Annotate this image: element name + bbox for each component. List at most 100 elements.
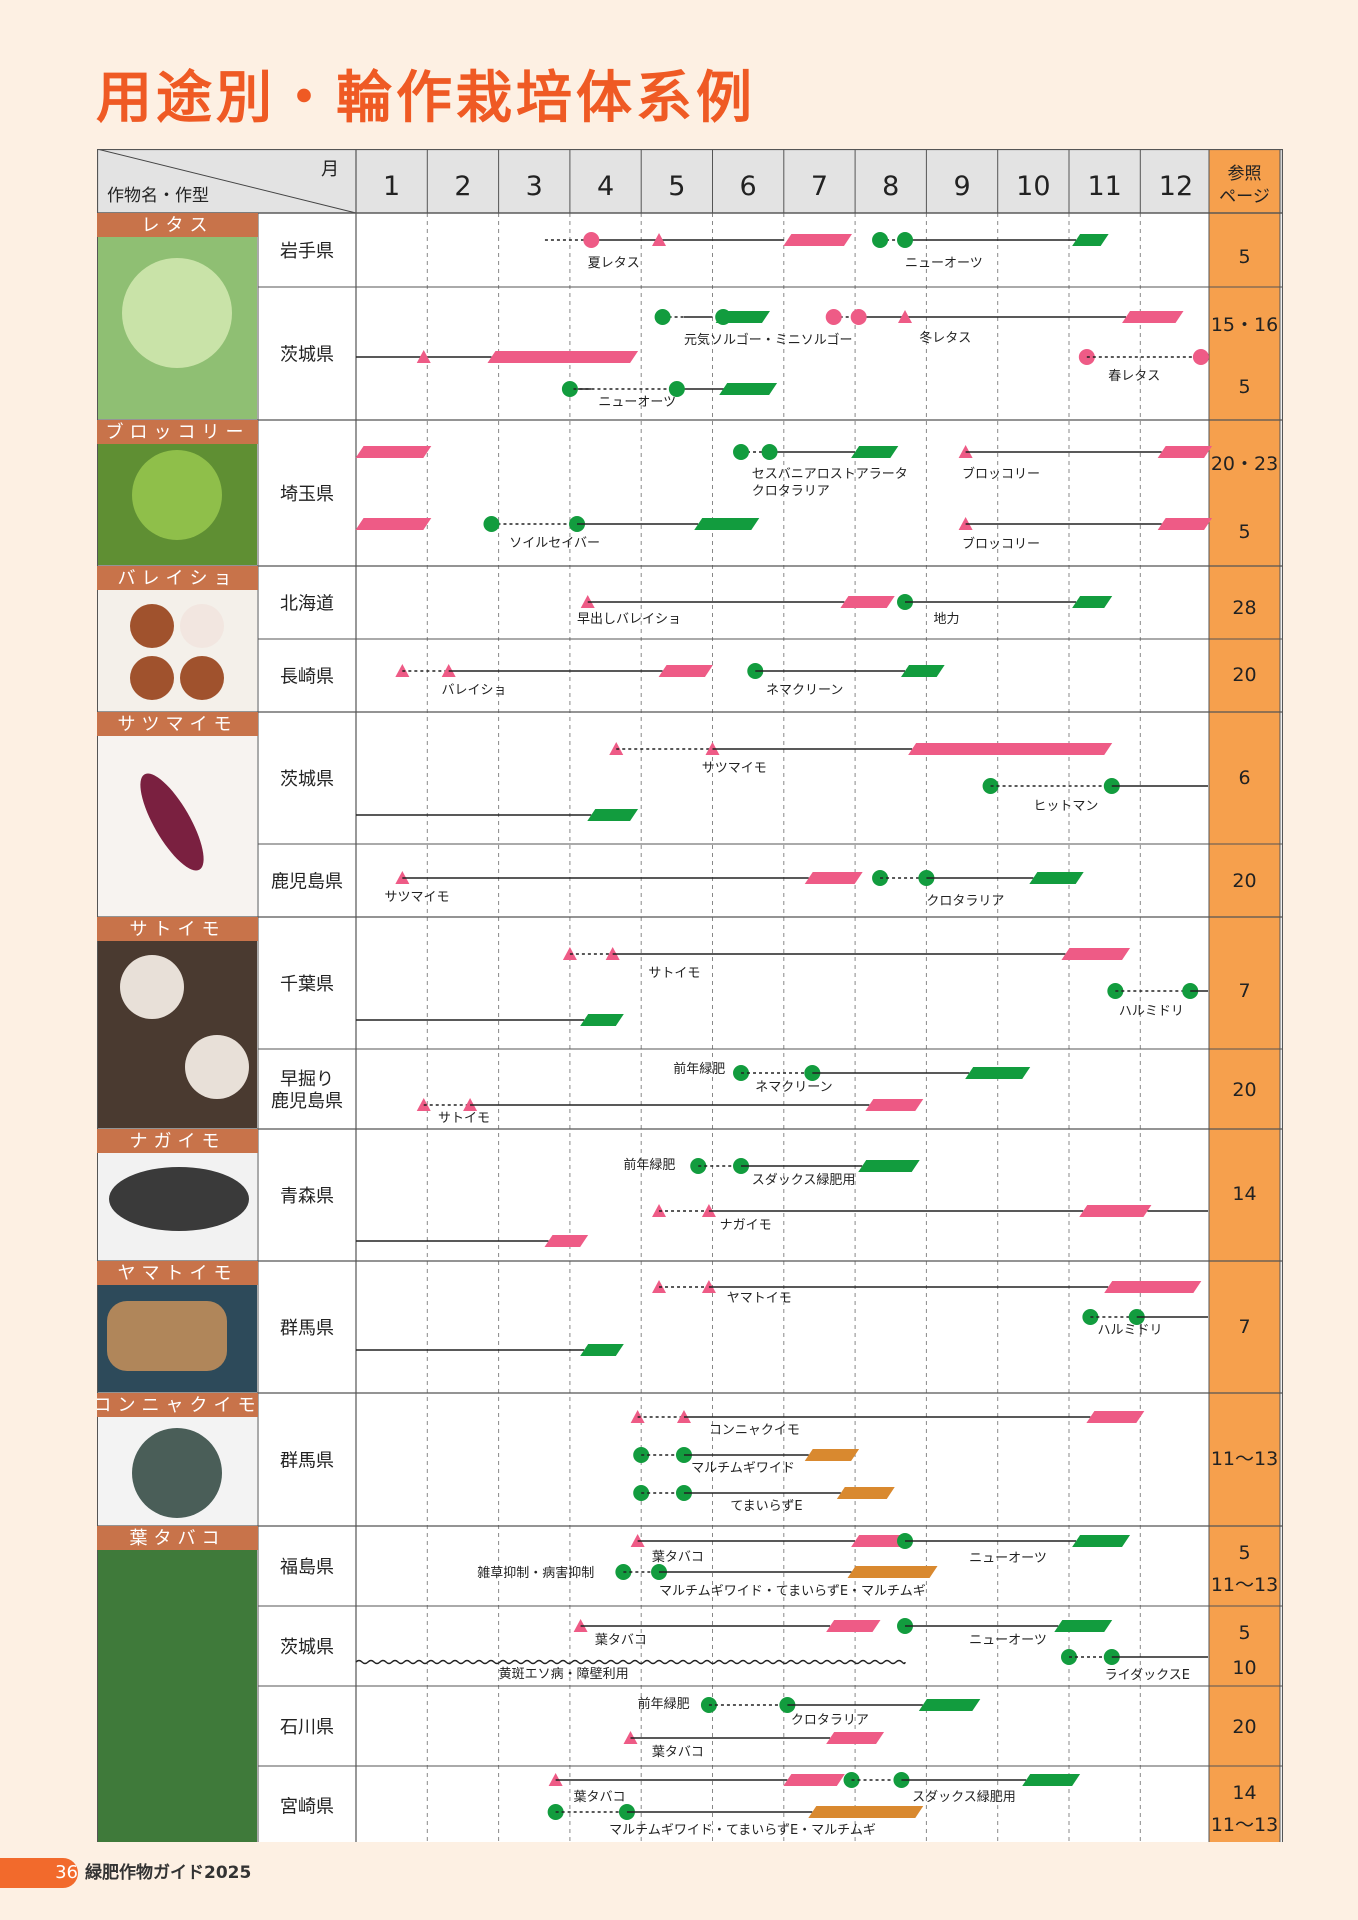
green-manure-sowing-dot xyxy=(872,232,889,248)
harvest-bar xyxy=(826,1732,885,1744)
month-header-5: 5 xyxy=(668,171,685,202)
planting-triangle xyxy=(580,595,595,608)
potato-cut xyxy=(180,604,224,648)
ref-column-background xyxy=(1209,149,1280,1842)
green-manure-incorporation-bar xyxy=(1072,1535,1131,1547)
row-label: ソイルセイバー xyxy=(509,536,600,551)
mulch-bar xyxy=(804,1449,860,1461)
harvest-bar xyxy=(1086,1411,1145,1423)
ref-page-number: 5 xyxy=(1238,521,1250,543)
harvest-bar xyxy=(908,743,1113,755)
row-label: ネマクリーン xyxy=(766,683,843,698)
harvest-bar xyxy=(487,351,639,363)
ref-page-number: 15・16 xyxy=(1211,314,1278,336)
region-name: 石川県 xyxy=(280,1717,334,1738)
potato-tuber xyxy=(180,656,224,700)
region-name: 千葉県 xyxy=(280,974,334,995)
ref-page-number: 20・23 xyxy=(1211,453,1278,475)
harvest-bar xyxy=(544,1235,589,1247)
green-manure-incorporation-bar xyxy=(1054,1620,1113,1632)
ref-page-number: 7 xyxy=(1238,980,1250,1002)
region-name: 岩手県 xyxy=(280,241,334,262)
row-label: サツマイモ xyxy=(702,761,767,776)
region-name: 群馬県 xyxy=(280,1451,334,1472)
row-label: コンニャクイモ xyxy=(709,1423,800,1438)
crop-name: レタス xyxy=(142,215,214,236)
ref-page-number: 6 xyxy=(1238,767,1250,789)
row-label: 春レタス xyxy=(1108,369,1160,384)
region-name: 福島県 xyxy=(280,1557,334,1578)
ref-header-line1: 参照 xyxy=(1228,164,1262,184)
lettuce-head xyxy=(122,258,232,368)
region-name: 宮崎県 xyxy=(280,1797,334,1818)
row-label: 黄斑エソ病・障壁利用 xyxy=(499,1667,629,1682)
green-manure-incorporation-bar xyxy=(587,809,639,821)
month-header-4: 4 xyxy=(597,171,614,202)
month-header-3: 3 xyxy=(526,171,543,202)
row-label: スダックス緑肥用 xyxy=(752,1173,856,1188)
row-label: サトイモ xyxy=(438,1111,490,1126)
chart-background xyxy=(97,149,1283,1842)
crop-name-tab xyxy=(97,420,258,444)
region-name: 埼玉県 xyxy=(280,484,334,505)
row-label: マルチムギワイド・てまいらずE・マルチムギ xyxy=(609,1823,876,1838)
green-manure-incorporation-bar xyxy=(858,1160,920,1172)
row-label: サツマイモ xyxy=(385,890,450,905)
month-header-11: 11 xyxy=(1087,171,1121,202)
row-label: 葉タバコ xyxy=(595,1633,647,1648)
region-name: 群馬県 xyxy=(280,1318,334,1339)
row-label: バレイショ xyxy=(442,683,507,698)
ref-page-number: 5 xyxy=(1238,376,1250,398)
green-manure-sowing-dot xyxy=(654,309,671,325)
row-label: クロタラリア xyxy=(791,1713,869,1728)
crop-name: ブロッコリー xyxy=(106,421,250,443)
region-name: 鹿児島県 xyxy=(271,1091,343,1112)
row-label: ハルミドリ xyxy=(1119,1004,1184,1019)
row-label: 前年緑肥 xyxy=(623,1157,675,1173)
crop-name-tab xyxy=(97,1526,258,1550)
region-name: 長崎県 xyxy=(280,667,334,688)
potato-tuber xyxy=(130,604,174,648)
crop-sowing-dot xyxy=(825,309,842,325)
ref-page-number: 7 xyxy=(1238,1316,1250,1338)
crop-name: バレイショ xyxy=(118,568,238,589)
month-axis-label: 月 xyxy=(321,159,339,180)
row-label: 前年緑肥 xyxy=(673,1061,725,1077)
region-name: 茨城県 xyxy=(280,1637,334,1658)
yamato-yam-tuber xyxy=(107,1301,227,1371)
month-header-9: 9 xyxy=(953,171,970,202)
wavy-barrier-line xyxy=(355,1659,906,1665)
green-manure-sowing-dot xyxy=(715,309,732,325)
harvest-bar xyxy=(865,1099,924,1111)
mulch-bar xyxy=(847,1566,938,1578)
green-manure-sowing-dot xyxy=(668,381,685,397)
harvest-bar xyxy=(355,446,432,458)
header-diagonal xyxy=(97,149,357,214)
ref-page-number: 20 xyxy=(1232,1079,1256,1101)
ref-page-number: 11〜13 xyxy=(1211,1814,1278,1836)
row-label: マルチムギワイド xyxy=(691,1461,795,1476)
potato-photo xyxy=(98,590,257,711)
green-manure-incorporation-bar xyxy=(719,383,778,395)
planting-triangle xyxy=(573,1619,588,1632)
month-header-10: 10 xyxy=(1016,171,1050,202)
guide-title: 緑肥作物ガイド2025 xyxy=(85,1863,252,1883)
konjac-corm xyxy=(132,1428,222,1518)
green-manure-incorporation-bar xyxy=(694,518,760,530)
planting-triangle xyxy=(652,233,667,246)
crop-name: 葉タバコ xyxy=(130,1528,226,1549)
ref-header-background xyxy=(1209,149,1280,213)
crop-name: ヤマトイモ xyxy=(118,1263,238,1284)
page-footer: 36 緑肥作物ガイド2025 xyxy=(0,1858,500,1888)
ref-page-number: 20 xyxy=(1232,664,1256,686)
row-label: ヒットマン xyxy=(1033,799,1098,814)
ref-page-number: 14 xyxy=(1232,1782,1256,1804)
region-name: 青森県 xyxy=(280,1186,334,1207)
harvest-bar xyxy=(1122,311,1184,323)
month-header-12: 12 xyxy=(1159,171,1193,202)
month-header-8: 8 xyxy=(882,171,899,202)
green-manure-incorporation-bar xyxy=(580,1344,624,1356)
row-label: セスバニアロストアラータ xyxy=(752,467,908,482)
row-label: 冬レタス xyxy=(919,330,971,346)
row-label: スダックス緑肥用 xyxy=(912,1790,1016,1805)
